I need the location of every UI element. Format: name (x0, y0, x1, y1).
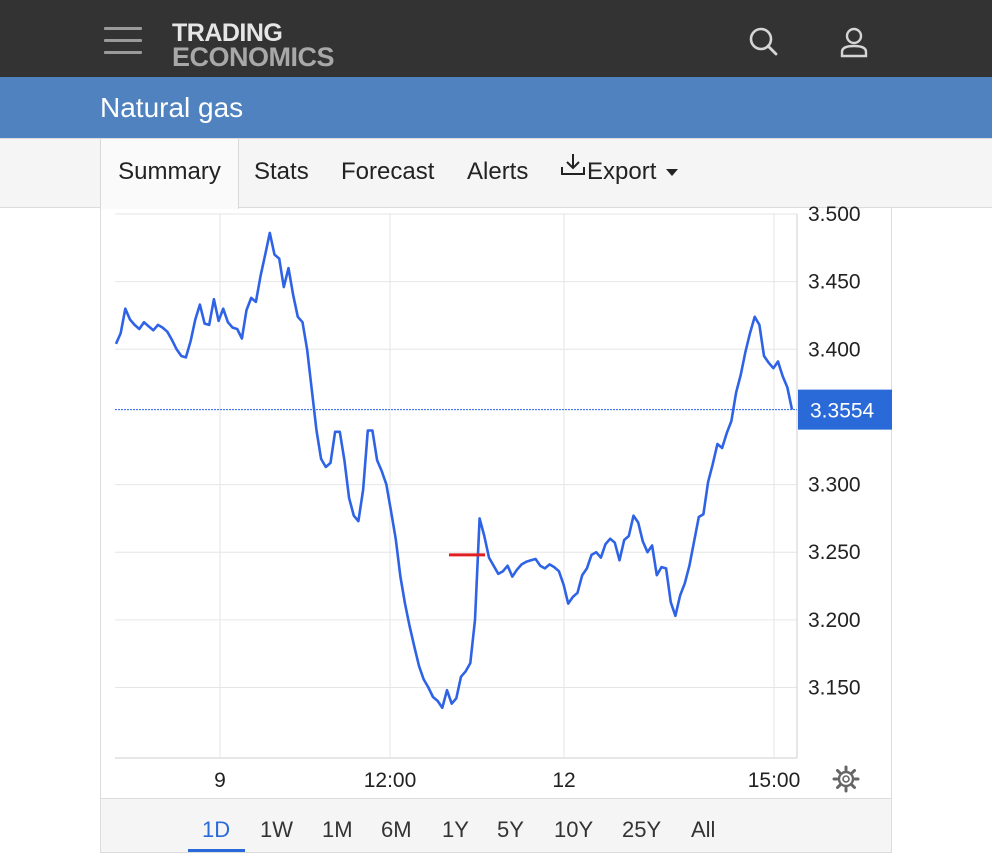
search-icon[interactable] (747, 26, 779, 58)
x-tick-label: 9 (214, 769, 226, 792)
y-tick-label: 3.300 (808, 474, 861, 497)
top-navigation-bar: TRADING ECONOMICS (0, 0, 992, 77)
tab-forecast[interactable]: Forecast (341, 158, 435, 185)
active-range-indicator (188, 849, 245, 852)
range-selector-bar: 1D 1W 1M 6M 1Y 5Y 10Y 25Y All (100, 798, 892, 853)
x-tick-label: 12:00 (364, 769, 417, 792)
hamburger-menu-icon[interactable] (104, 27, 142, 57)
caret-down-icon (665, 137, 679, 203)
range-1d[interactable]: 1D (202, 817, 231, 842)
tab-summary[interactable]: Summary (100, 139, 239, 209)
range-all[interactable]: All (691, 817, 716, 842)
download-icon (559, 137, 587, 203)
tab-stats[interactable]: Stats (254, 158, 309, 185)
range-1m[interactable]: 1M (322, 817, 353, 842)
range-1y[interactable]: 1Y (442, 817, 469, 842)
page-title: Natural gas (100, 92, 244, 123)
logo-line2: ECONOMICS (172, 42, 335, 72)
range-1w[interactable]: 1W (260, 817, 293, 842)
range-25y[interactable]: 25Y (622, 817, 662, 842)
export-label: Export (587, 158, 657, 185)
range-10y[interactable]: 10Y (554, 817, 594, 842)
tab-export[interactable]: Export (559, 139, 679, 207)
y-tick-label: 3.150 (808, 677, 861, 700)
x-tick-label: 12 (552, 769, 575, 792)
range-5y[interactable]: 5Y (497, 817, 524, 842)
x-tick-label: 15:00 (748, 769, 801, 792)
tab-bar: Summary Stats Forecast Alerts Export (0, 138, 992, 209)
chart-settings-icon[interactable] (832, 765, 860, 793)
series-line (114, 231, 794, 710)
y-tick-label: 3.450 (808, 271, 861, 294)
tab-alerts[interactable]: Alerts (467, 158, 529, 185)
y-tick-label: 3.200 (808, 609, 861, 632)
current-price-badge: 3.3554 (798, 389, 892, 430)
y-tick-label: 3.250 (808, 541, 861, 564)
user-account-icon[interactable] (838, 26, 870, 58)
current-price-label: 3.3554 (810, 400, 875, 423)
trading-economics-logo[interactable]: TRADING ECONOMICS (172, 19, 335, 72)
y-tick-label: 3.400 (808, 338, 861, 361)
page-title-bar: Natural gas (0, 77, 992, 138)
logo-line1: TRADING (172, 19, 283, 47)
y-tick-label: 3.500 (808, 203, 861, 226)
range-6m[interactable]: 6M (381, 817, 412, 842)
